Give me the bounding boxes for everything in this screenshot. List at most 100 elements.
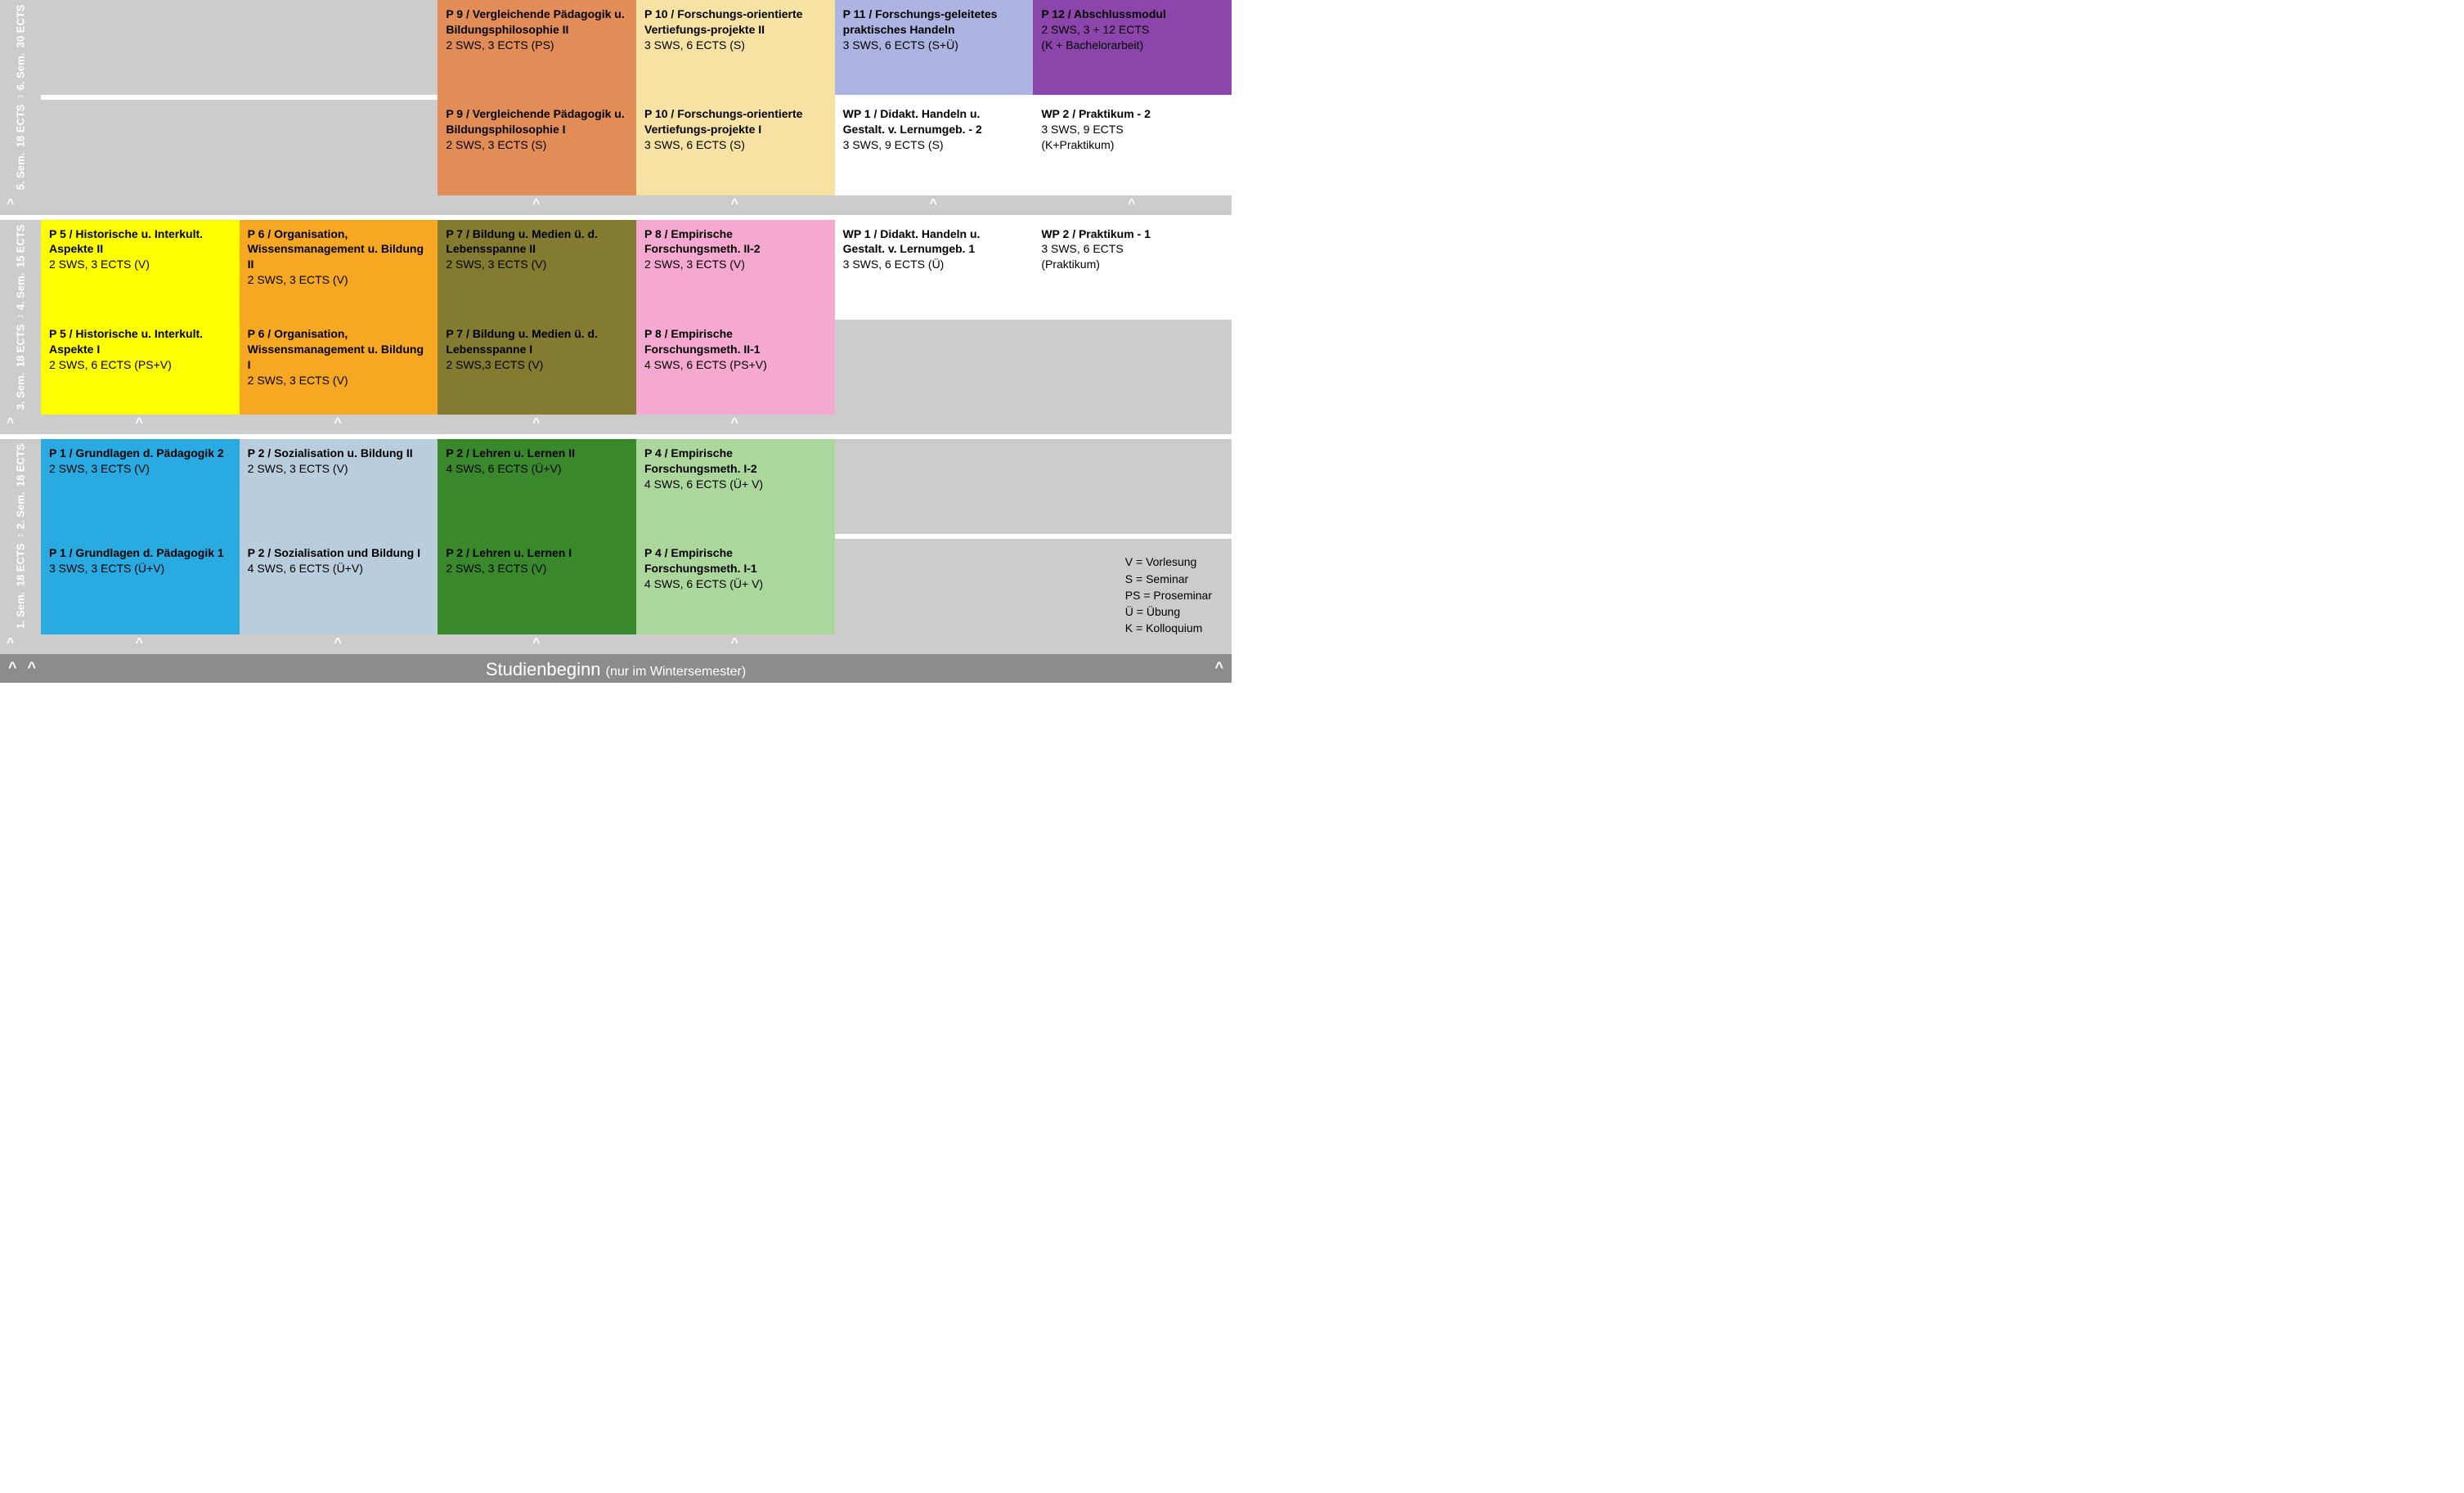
module-cell: P 7 / Bildung u. Medien ü. d. Lebensspan… — [438, 320, 636, 415]
module-title: P 11 / Forschungs-geleitetes praktisches… — [843, 7, 1026, 38]
module-cell: P 6 / Organisation, Wissensmanagement u.… — [240, 320, 438, 415]
caret-row: ^^^^^ — [0, 195, 1232, 215]
semester-ects: 18 ECTS — [15, 544, 27, 587]
semester-label: 2. Sem.18 ECTS — [0, 439, 41, 534]
module-detail: 3 SWS, 3 ECTS (Ü+V) — [49, 561, 231, 576]
module-cell: P 2 / Lehren u. Lernen I2 SWS, 3 ECTS (V… — [438, 539, 636, 634]
semester-ects: 15 ECTS — [15, 225, 27, 268]
caret-icon: ^ — [438, 415, 636, 434]
module-cell: WP 2 / Praktikum - 23 SWS, 9 ECTS (K+Pra… — [1033, 100, 1232, 195]
legend-line: Ü = Übung — [1125, 603, 1212, 620]
module-cell: P 6 / Organisation, Wissensmanagement u.… — [240, 220, 438, 315]
module-cell: P 5 / Historische u. Interkult. Aspekte … — [41, 320, 240, 415]
module-cell: P 8 / Empirische Forschungsmeth. II-14 S… — [636, 320, 835, 415]
legend: V = VorlesungS = SeminarPS = ProseminarÜ… — [1125, 554, 1212, 636]
module-detail: 3 SWS, 9 ECTS (K+Praktikum) — [1041, 122, 1223, 153]
module-detail: 3 SWS, 9 ECTS (S) — [843, 137, 1026, 153]
module-detail: 2 SWS, 3 ECTS (V) — [644, 257, 827, 272]
module-cell: P 12 / Abschlussmodul2 SWS, 3 + 12 ECTS … — [1033, 0, 1232, 95]
semester-number: 4. Sem. — [15, 272, 27, 310]
module-cell: P 4 / Empirische Forschungsmeth. I-14 SW… — [636, 539, 835, 634]
module-cell: WP 1 / Didakt. Handeln u. Gestalt. v. Le… — [835, 220, 1034, 315]
caret-icon: ^ — [0, 315, 41, 320]
caret-icon — [835, 634, 1034, 654]
module-detail: 2 SWS,3 ECTS (V) — [446, 357, 628, 373]
module-title: P 2 / Sozialisation und Bildung I — [248, 545, 430, 561]
module-cell: P 8 / Empirische Forschungsmeth. II-22 S… — [636, 220, 835, 315]
semester-number: 2. Sem. — [15, 492, 27, 530]
legend-line: V = Vorlesung — [1125, 554, 1212, 570]
caret-icon — [240, 195, 438, 215]
module-cell: P 9 / Vergleichende Pädagogik u. Bildung… — [438, 0, 636, 95]
semester-number: 5. Sem. — [15, 153, 27, 191]
module-title: P 8 / Empirische Forschungsmeth. II-2 — [644, 226, 827, 258]
semester-ects: 18 ECTS — [15, 325, 27, 368]
module-detail: 4 SWS, 6 ECTS (Ü+V) — [446, 461, 628, 477]
caret-icon: ^ — [636, 634, 835, 654]
caret-icon: ^ — [0, 415, 41, 434]
module-title: P 9 / Vergleichende Pädagogik u. Bildung… — [446, 106, 628, 137]
module-detail: 2 SWS, 3 ECTS (V) — [248, 373, 430, 388]
caret-icon: ^ — [438, 195, 636, 215]
semester-label: 1. Sem.18 ECTS — [0, 539, 41, 634]
module-title: WP 2 / Praktikum - 1 — [1041, 226, 1223, 242]
empty-cell — [41, 0, 240, 95]
module-title: P 10 / Forschungs-orientierte Vertiefung… — [644, 7, 827, 38]
legend-line: K = Kolloquium — [1125, 620, 1212, 636]
module-cell: P 2 / Lehren u. Lernen II4 SWS, 6 ECTS (… — [438, 439, 636, 534]
module-title: P 6 / Organisation, Wissensmanagement u.… — [248, 226, 430, 273]
module-detail: 3 SWS, 6 ECTS (Praktikum) — [1041, 241, 1223, 272]
curriculum-chart: 6. Sem.30 ECTS P 9 / Vergleichende Pädago… — [0, 0, 1232, 683]
caret-icon: ^ — [636, 195, 835, 215]
empty-cell — [835, 439, 1034, 534]
module-detail: 2 SWS, 3 ECTS (V) — [248, 272, 430, 288]
module-title: P 5 / Historische u. Interkult. Aspekte … — [49, 326, 231, 357]
footer-bar: ^ ^Studienbeginn (nur im Wintersemester)… — [0, 654, 1232, 683]
legend-line: PS = Proseminar — [1125, 587, 1212, 603]
module-title: P 12 / Abschlussmodul — [1041, 7, 1223, 22]
footer-sub: (nur im Wintersemester) — [606, 665, 747, 679]
module-cell: P 7 / Bildung u. Medien ü. d. Lebensspan… — [438, 220, 636, 315]
module-cell: P 1 / Grundlagen d. Pädagogik 22 SWS, 3 … — [41, 439, 240, 534]
module-title: P 7 / Bildung u. Medien ü. d. Lebensspan… — [446, 326, 628, 357]
empty-cell — [240, 0, 438, 95]
module-detail: 4 SWS, 6 ECTS (Ü+V) — [248, 561, 430, 576]
module-title: P 1 / Grundlagen d. Pädagogik 2 — [49, 446, 231, 461]
semester-label: 5. Sem. 18 ECTS — [0, 100, 41, 195]
module-detail: 2 SWS, 3 + 12 ECTS (K + Bachelorarbeit) — [1041, 22, 1223, 53]
caret-icon: ^ — [636, 415, 835, 434]
caret-icon — [835, 415, 1034, 434]
module-title: P 6 / Organisation, Wissensmanagement u.… — [248, 326, 430, 373]
module-title: P 2 / Lehren u. Lernen I — [446, 545, 628, 561]
module-detail: 2 SWS, 3 ECTS (S) — [446, 137, 628, 153]
module-detail: 2 SWS, 6 ECTS (PS+V) — [49, 357, 231, 373]
module-detail: 4 SWS, 6 ECTS (Ü+ V) — [644, 576, 827, 592]
empty-cell — [835, 539, 1034, 634]
semester-label: 4. Sem. 15 ECTS — [0, 220, 41, 315]
module-title: P 7 / Bildung u. Medien ü. d. Lebensspan… — [446, 226, 628, 258]
caret-row: ^^^^^ — [0, 634, 1232, 654]
module-detail: 3 SWS, 6 ECTS (S+Ü) — [843, 38, 1026, 53]
module-detail: 4 SWS, 6 ECTS (PS+V) — [644, 357, 827, 373]
module-title: P 8 / Empirische Forschungsmeth. II-1 — [644, 326, 827, 357]
caret-icon — [41, 195, 240, 215]
empty-cell — [835, 320, 1034, 415]
module-cell: WP 2 / Praktikum - 13 SWS, 6 ECTS (Prakt… — [1033, 220, 1232, 315]
module-cell: P 2 / Sozialisation und Bildung I4 SWS, … — [240, 539, 438, 634]
empty-cell — [1033, 439, 1232, 534]
semester-label: 6. Sem.30 ECTS — [0, 0, 41, 95]
module-detail: 2 SWS, 3 ECTS (V) — [248, 461, 430, 477]
empty-cell — [240, 100, 438, 195]
caret-icon: ^ — [41, 634, 240, 654]
module-detail: 2 SWS, 3 ECTS (V) — [446, 561, 628, 576]
module-detail: 3 SWS, 6 ECTS (S) — [644, 38, 827, 53]
caret-row: ^^^^^ — [0, 415, 1232, 434]
module-detail: 3 SWS, 6 ECTS (Ü) — [843, 257, 1026, 272]
module-cell: P 1 / Grundlagen d. Pädagogik 13 SWS, 3 … — [41, 539, 240, 634]
caret-icon: ^ — [1214, 659, 1223, 676]
module-cell: P 10 / Forschungs-orientierte Vertiefung… — [636, 100, 835, 195]
footer-title: Studienbeginn (nur im Wintersemester) — [0, 659, 1232, 680]
semester-ects: 18 ECTS — [15, 105, 27, 148]
module-detail: 2 SWS, 3 ECTS (PS) — [446, 38, 628, 53]
module-detail: 4 SWS, 6 ECTS (Ü+ V) — [644, 477, 827, 492]
